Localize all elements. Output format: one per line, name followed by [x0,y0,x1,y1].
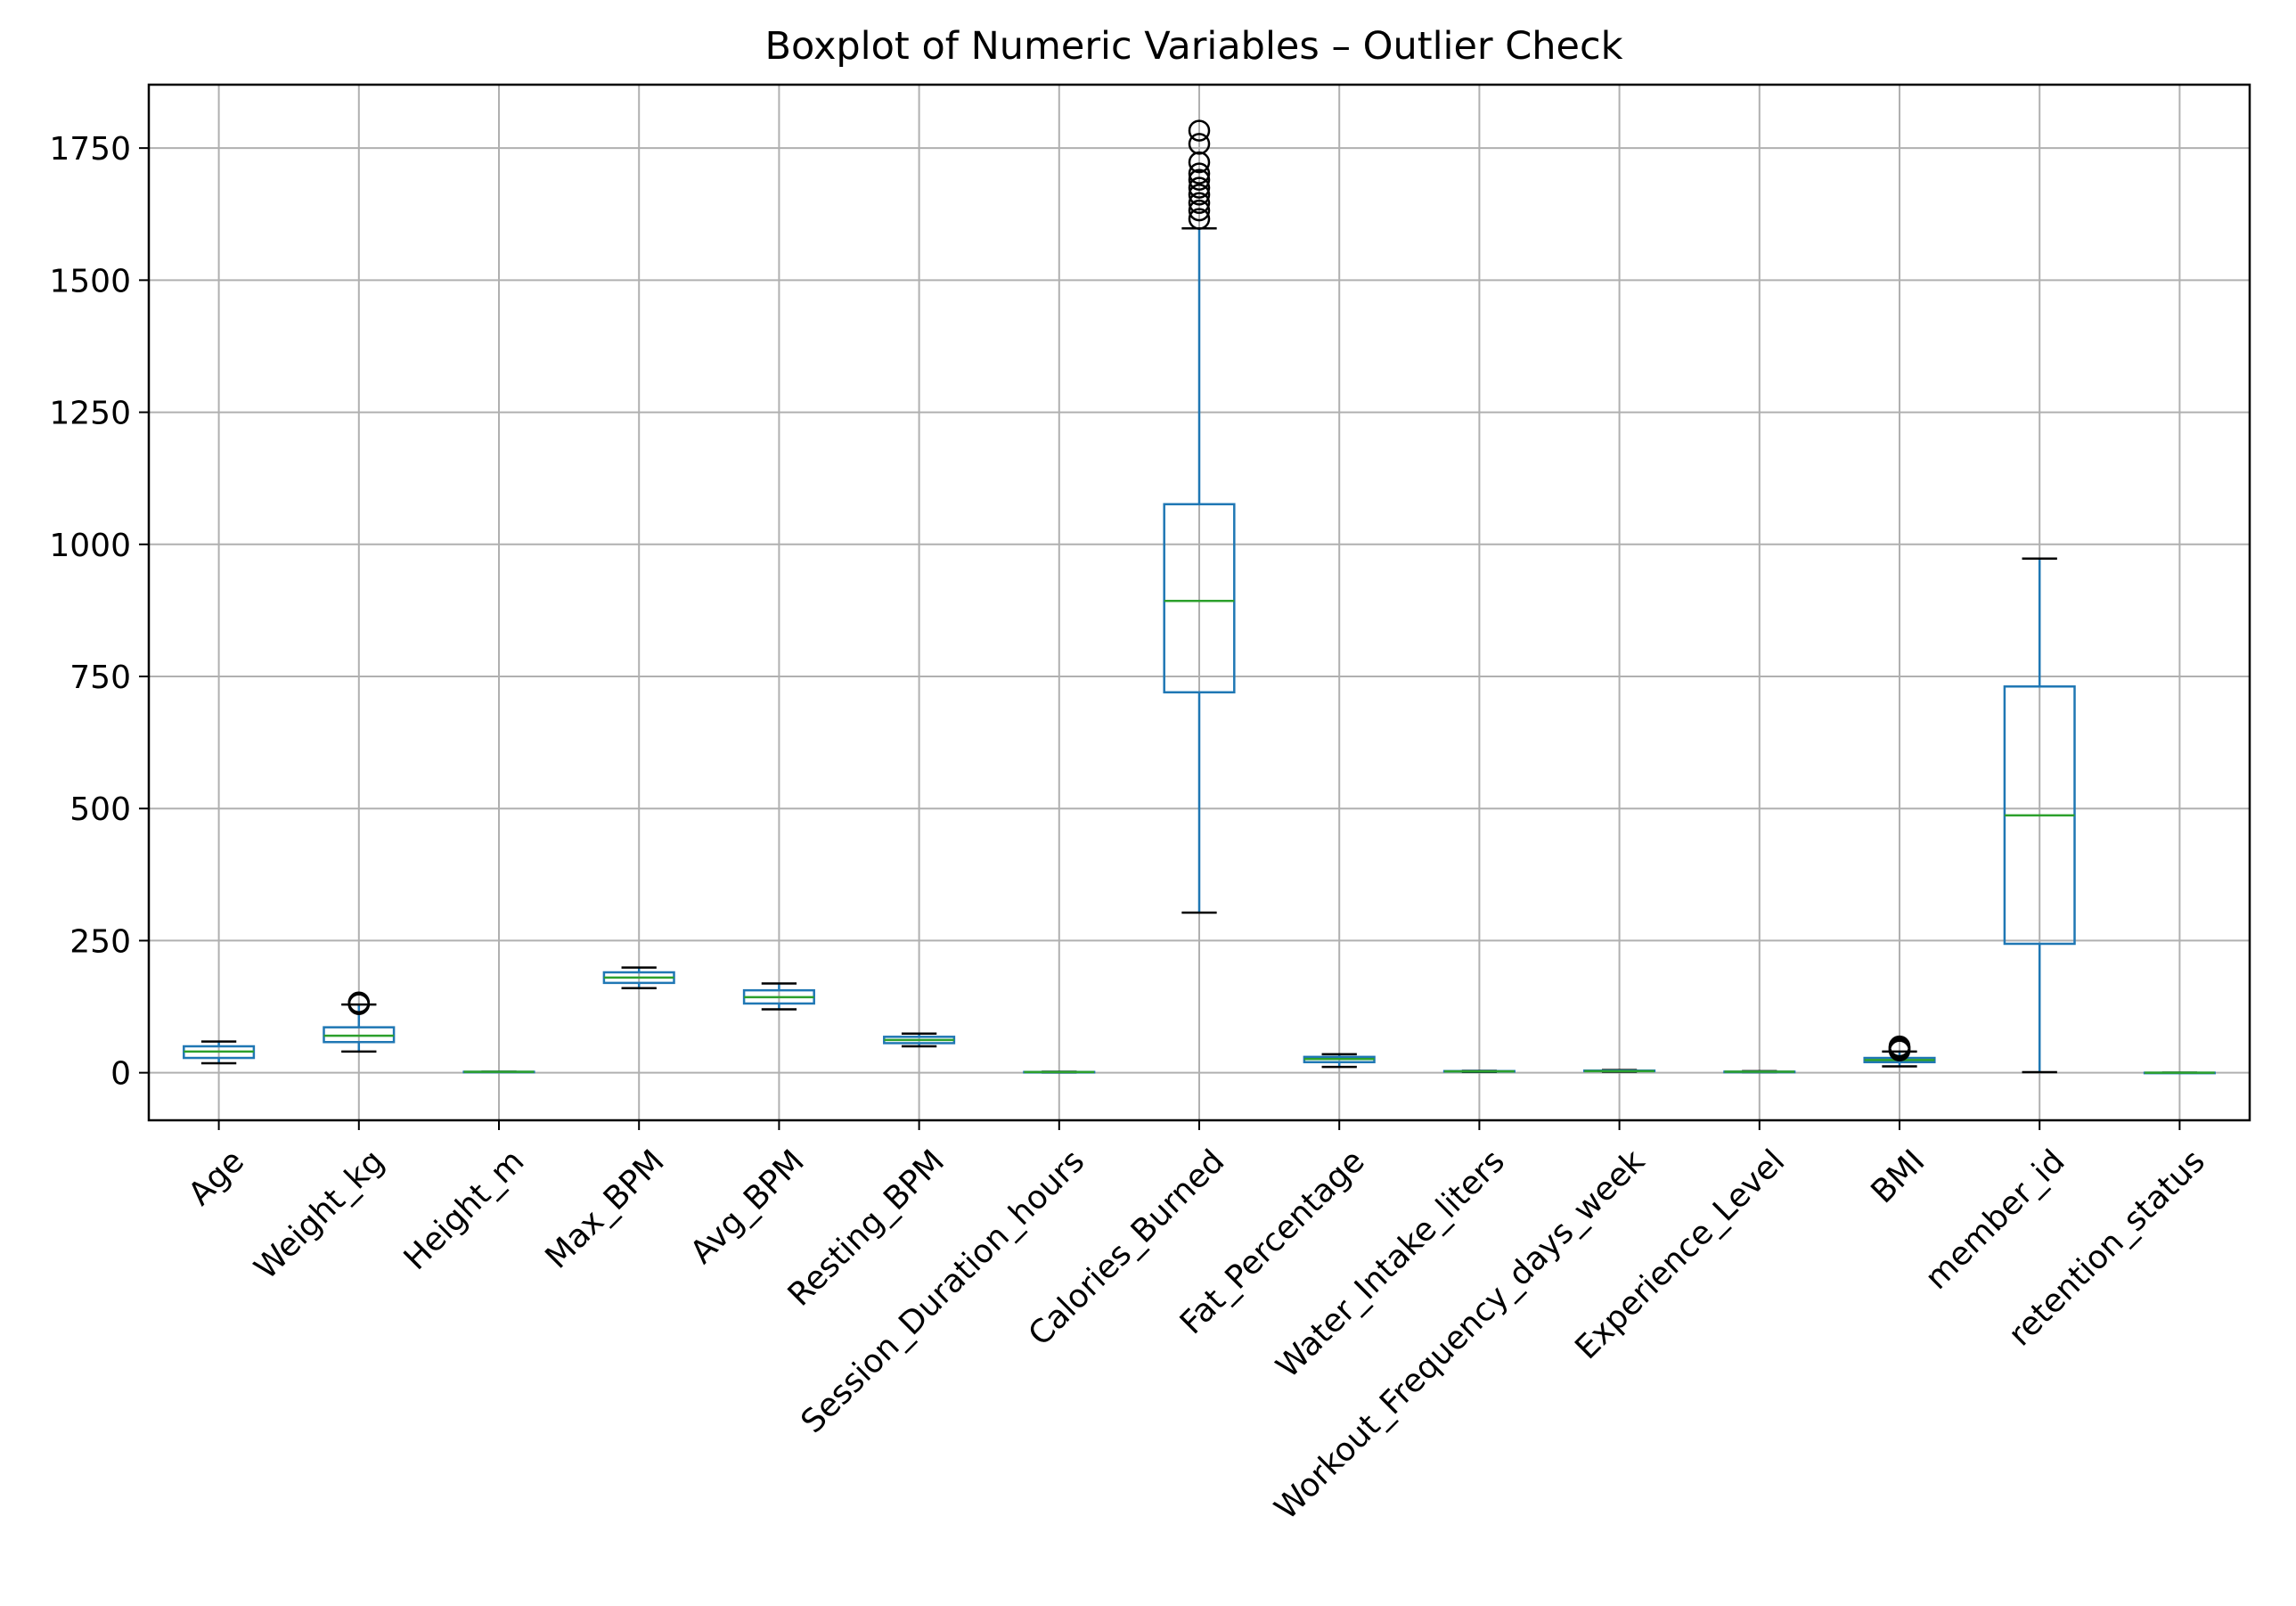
box-Age [183,1040,256,1065]
y-tick-label: 500 [69,791,131,828]
box-Weight_kg [323,991,396,1053]
box-Avg_BPM [742,982,815,1011]
box-Session_Duration_hours [1023,1070,1096,1074]
box-BMI [1863,1035,1936,1068]
outlier-point [1188,184,1211,206]
outlier-point [1188,133,1211,155]
box-Resting_BPM [883,1032,956,1048]
outlier-point [1188,192,1211,215]
outlier-point [1188,119,1211,142]
y-tick-label: 0 [110,1056,131,1093]
outlier-point [1188,208,1211,230]
box-Height_m [462,1070,535,1074]
y-tick-label: 1250 [49,396,131,432]
y-tick-label: 750 [69,660,131,696]
outlier-point [1888,1035,1911,1058]
outlier-point [347,993,371,1015]
outlier-point [1188,168,1211,191]
outlier-point [1188,162,1211,184]
y-axis-ticks: 0 250 500 750 1000 1250 1500 1750 [49,131,149,1093]
box-Calories_Burned [1163,119,1236,914]
box-Fat_Percentage [1303,1053,1376,1069]
box-Workout_Frequency_days_week [1583,1069,1656,1073]
y-tick-label: 250 [69,923,131,960]
box-Experience_Level [1723,1069,1796,1074]
y-tick-label: 1750 [49,131,131,168]
y-tick-label: 1000 [49,528,131,564]
axes-frame [147,83,2251,1122]
outlier-point [1188,199,1211,222]
y-tick-label: 1500 [49,263,131,299]
box-Water_Intake_liters [1442,1069,1516,1074]
chart-title: Boxplot of Numeric Variables – Outlier C… [764,24,1622,69]
box-Max_BPM [602,966,675,990]
outlier-point [1188,176,1211,199]
iqr-box [1163,503,1236,694]
box-retention_status [2143,1071,2216,1075]
box-layer [183,119,2216,1075]
box-member_id [2003,557,2076,1074]
